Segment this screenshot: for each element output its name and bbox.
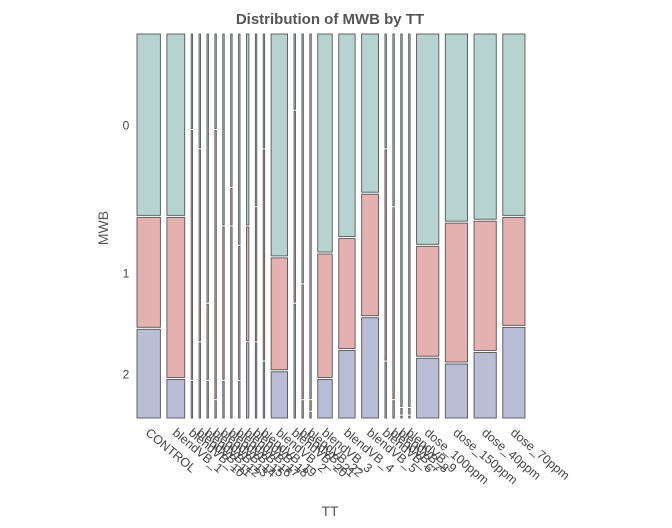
tile-blendVB_22-mwb-0 <box>309 33 312 400</box>
tile-blendVB_20-mwb-2 <box>293 303 296 419</box>
tile-blendVB_14-mwb-2 <box>222 380 225 419</box>
tile-dose_70ppm-mwb-0 <box>502 33 526 216</box>
tile-CONTROL-mwb-1 <box>136 216 161 328</box>
tile-blendVB_21-mwb-2 <box>301 400 304 419</box>
tile-blendVB_17-mwb-0 <box>246 33 250 226</box>
tile-blendVB_2-mwb-0 <box>270 33 288 257</box>
tile-blendVB_5-mwb-2 <box>361 317 379 419</box>
tile-blendVB_13-mwb-2 <box>214 400 217 419</box>
tile-CONTROL-mwb-2 <box>136 328 161 419</box>
tile-dose_100ppm-mwb-1 <box>416 245 440 357</box>
tile-blendVB_3-mwb-0 <box>317 33 333 253</box>
tile-blendVB_18-mwb-0 <box>254 33 258 207</box>
tile-blendVB_17-mwb-2 <box>246 342 250 419</box>
tile-blendVB_1-mwb-2 <box>166 379 186 419</box>
tile-blendVB_13-mwb-1 <box>214 130 217 400</box>
tile-dose_150ppm-mwb-2 <box>444 363 469 419</box>
tile-blendVB_10-mwb-0 <box>190 33 194 129</box>
tile-blendVB_4-mwb-2 <box>338 350 356 419</box>
tile-blendVB_5-mwb-1 <box>361 193 379 317</box>
tile-blendVB_6-mwb-1 <box>384 149 387 361</box>
tile-blendVB_11-mwb-0 <box>198 33 201 149</box>
tile-blendVB_8-mwb-0 <box>400 33 403 407</box>
tile-blendVB_14-mwb-0 <box>222 33 225 226</box>
tile-blendVB_4-mwb-1 <box>338 238 356 349</box>
tile-blendVB_6-mwb-0 <box>384 33 387 149</box>
tile-dose_70ppm-mwb-2 <box>502 326 526 419</box>
tile-dose_70ppm-mwb-1 <box>502 216 526 326</box>
x-axis-label: TT <box>321 503 339 519</box>
tile-blendVB_21-mwb-0 <box>301 33 304 284</box>
tile-blendVB_12-mwb-2 <box>206 380 209 419</box>
tile-blendVB_1-mwb-0 <box>166 33 186 216</box>
tile-blendVB_7-mwb-2 <box>392 400 395 419</box>
tile-dose_100ppm-mwb-2 <box>416 357 440 419</box>
tile-blendVB_5-mwb-0 <box>361 33 379 193</box>
tile-blendVB_15-mwb-1 <box>230 187 233 226</box>
tile-blendVB_22-mwb-2 <box>309 411 312 419</box>
tile-blendVB_10-mwb-1 <box>190 130 194 380</box>
tile-blendVB_6-mwb-2 <box>384 361 387 419</box>
tile-blendVB_8-mwb-2 <box>400 415 403 419</box>
tile-blendVB_4-mwb-0 <box>338 33 356 238</box>
mosaic-tiles <box>136 33 526 419</box>
tile-blendVB_20-mwb-0 <box>293 33 296 110</box>
tile-blendVB_10-mwb-2 <box>190 380 194 419</box>
tile-blendVB_9-mwb-1 <box>408 407 411 415</box>
tile-blendVB_15-mwb-2 <box>230 226 233 419</box>
tile-blendVB_1-mwb-1 <box>166 216 186 378</box>
tile-blendVB_19-mwb-1 <box>262 149 266 361</box>
tile-blendVB_8-mwb-1 <box>400 407 403 415</box>
tile-blendVB_9-mwb-0 <box>408 33 411 407</box>
tile-blendVB_16-mwb-2 <box>238 380 241 419</box>
tile-blendVB_15-mwb-0 <box>230 33 233 187</box>
tile-blendVB_14-mwb-1 <box>222 226 225 380</box>
y-tick-labels: 0 1 2 <box>123 119 130 382</box>
tile-blendVB_3-mwb-2 <box>317 379 333 419</box>
tile-dose_40ppm-mwb-2 <box>473 352 497 419</box>
y-tick-2: 2 <box>123 368 130 382</box>
tile-blendVB_9-mwb-2 <box>408 415 411 419</box>
tile-blendVB_16-mwb-1 <box>238 245 241 380</box>
tile-blendVB_12-mwb-1 <box>206 303 209 380</box>
tile-dose_40ppm-mwb-0 <box>473 33 497 220</box>
tile-CONTROL-mwb-0 <box>136 33 161 216</box>
tile-blendVB_17-mwb-1 <box>246 226 250 342</box>
tile-blendVB_18-mwb-1 <box>254 207 258 342</box>
tile-blendVB_12-mwb-0 <box>206 33 209 303</box>
tile-blendVB_7-mwb-0 <box>392 33 395 207</box>
tile-blendVB_11-mwb-2 <box>198 342 201 419</box>
y-tick-1: 1 <box>123 266 130 280</box>
x-tick-labels: CONTROLblendVB_1blendVB_10blendVB_11blen… <box>143 426 573 488</box>
tile-blendVB_7-mwb-1 <box>392 207 395 400</box>
tile-blendVB_19-mwb-0 <box>262 33 266 149</box>
y-tick-0: 0 <box>123 119 130 133</box>
tile-blendVB_13-mwb-0 <box>214 33 217 129</box>
tile-blendVB_3-mwb-1 <box>317 253 333 378</box>
tile-blendVB_11-mwb-1 <box>198 149 201 342</box>
tile-blendVB_2-mwb-2 <box>270 371 288 419</box>
y-axis-label: MWB <box>95 211 111 245</box>
tile-blendVB_19-mwb-2 <box>262 361 266 419</box>
tile-blendVB_16-mwb-0 <box>238 33 241 245</box>
tile-blendVB_18-mwb-2 <box>254 342 258 419</box>
tile-blendVB_22-mwb-1 <box>309 400 312 411</box>
tile-dose_150ppm-mwb-1 <box>444 222 469 363</box>
chart-title: Distribution of MWB by TT <box>236 11 424 28</box>
tile-dose_40ppm-mwb-1 <box>473 220 497 351</box>
tile-blendVB_21-mwb-1 <box>301 284 304 400</box>
tile-dose_150ppm-mwb-0 <box>444 33 469 222</box>
tile-blendVB_20-mwb-1 <box>293 110 296 303</box>
tile-blendVB_2-mwb-1 <box>270 257 288 371</box>
tile-dose_100ppm-mwb-0 <box>416 33 440 245</box>
